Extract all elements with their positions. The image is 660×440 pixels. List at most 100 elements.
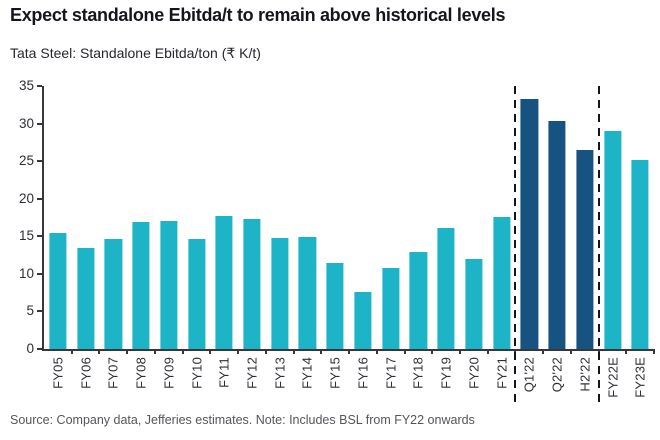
bar: [215, 216, 233, 349]
bar-slot: FY21: [488, 86, 517, 389]
bar-slot: Q1'22: [515, 86, 545, 392]
y-tick-label: 35: [18, 78, 34, 93]
bar: [326, 263, 344, 349]
bar: [409, 252, 427, 349]
x-tick-label: FY05: [50, 357, 66, 389]
bar: [187, 238, 206, 349]
x-tick-mark: [348, 349, 351, 354]
bar-slot: FY07: [99, 86, 129, 389]
bar-slot: FY13: [266, 86, 295, 389]
y-tick-label: 10: [18, 265, 34, 281]
x-tick-mark: [70, 349, 73, 354]
x-tick-mark: [403, 349, 406, 354]
bar: [354, 291, 372, 349]
bar-slot: FY23E: [626, 86, 656, 398]
y-tick-mark: [37, 197, 42, 200]
x-tick-label: FY08: [133, 357, 149, 389]
y-tick-label: 30: [18, 115, 34, 131]
bar: [271, 237, 289, 349]
bar-slot: FY08: [127, 86, 156, 389]
x-tick-mark: [292, 349, 295, 354]
x-tick-mark: [153, 349, 156, 354]
bar-slot: H2'22: [571, 86, 600, 392]
x-tick-mark: [237, 349, 240, 354]
bars-area: FY05 FY06 FY07 FY08 FY09 FY10 FY11 FY12 FY13 FY14…: [44, 86, 656, 398]
bar: [49, 233, 67, 349]
y-tick-label: 25: [18, 153, 34, 169]
bar-slot: FY09: [155, 86, 184, 389]
y-tick-label: 20: [18, 190, 34, 206]
x-tick-label: FY07: [105, 357, 121, 389]
x-tick-label: FY23E: [632, 357, 648, 398]
bar: [520, 98, 538, 349]
source-note: Source: Company data, Jefferies estimate…: [10, 413, 475, 427]
bar-slot: FY15: [321, 86, 351, 389]
bar: [493, 216, 511, 349]
x-tick-label: FY12: [244, 357, 260, 389]
x-tick-label: FY21: [494, 357, 510, 389]
bar-slot: FY22E: [599, 86, 628, 398]
bar: [132, 222, 150, 349]
x-tick-mark: [320, 349, 323, 354]
bar-slot: Q2'22: [543, 86, 572, 392]
bar-slot: FY17: [377, 86, 406, 389]
bar-slot: FY14: [294, 86, 323, 389]
x-tick-mark: [597, 349, 600, 354]
bar-slot: FY18: [405, 86, 434, 389]
x-tick-mark: [653, 349, 656, 354]
x-tick-label: FY13: [272, 357, 288, 389]
x-tick-mark: [126, 349, 129, 354]
x-tick-mark: [181, 349, 184, 354]
y-tick-mark: [37, 310, 42, 313]
bar-slot: FY05: [44, 86, 73, 389]
bar: [382, 267, 400, 349]
x-tick-mark: [431, 349, 434, 354]
y-tick-label: 0: [26, 341, 34, 356]
x-tick-mark: [459, 349, 462, 354]
x-tick-label: FY09: [161, 357, 177, 389]
bar-slot: FY19: [432, 86, 462, 389]
bar: [465, 258, 483, 349]
x-tick-label: FY06: [78, 357, 94, 389]
bar-slot: FY20: [460, 86, 489, 389]
y-tick-label: 15: [18, 228, 34, 244]
plot-area: 0 5 10 15 20 25 30 35 FY05 FY06 FY07 FY08 FY09 FY10 F…: [19, 79, 656, 406]
y-tick-mark: [37, 85, 42, 87]
bar-slot: FY06: [72, 86, 101, 389]
x-tick-label: FY17: [383, 357, 399, 389]
bar: [631, 160, 649, 349]
x-tick-label: FY19: [438, 357, 454, 389]
bar-slot: FY16: [349, 86, 378, 389]
bar: [104, 239, 122, 349]
x-tick-mark: [625, 349, 628, 354]
bar: [243, 219, 261, 349]
x-tick-mark: [375, 349, 378, 354]
x-tick-mark: [264, 349, 267, 354]
bar-slot: FY12: [238, 86, 267, 389]
chart-title: Expect standalone Ebitda/t to remain abo…: [10, 5, 506, 25]
x-tick-mark: [209, 349, 212, 354]
y-tick-mark: [37, 122, 42, 125]
y-tick-mark: [37, 235, 42, 238]
bar: [298, 237, 317, 349]
bar: [437, 228, 455, 349]
x-tick-mark: [98, 349, 101, 354]
x-tick-label: FY10: [189, 357, 205, 389]
bar: [603, 131, 622, 349]
bar: [548, 121, 566, 349]
x-tick-label: FY18: [410, 357, 426, 389]
x-tick-label: FY14: [299, 357, 315, 389]
y-tick-mark: [37, 272, 42, 275]
x-tick-mark: [542, 349, 545, 354]
x-tick-label: Q1'22: [521, 357, 537, 393]
x-tick-label: H2'22: [577, 357, 593, 392]
x-tick-label: FY20: [466, 357, 482, 389]
chart-subtitle: Tata Steel: Standalone Ebitda/ton (₹ K/t…: [10, 45, 261, 61]
x-tick-label: FY11: [216, 357, 232, 388]
x-tick-label: Q2'22: [549, 357, 565, 393]
y-tick-mark: [37, 160, 42, 163]
y-tick-label: 5: [26, 303, 34, 319]
y-tick-mark: [37, 348, 42, 350]
bar-slot: FY11: [210, 86, 240, 388]
